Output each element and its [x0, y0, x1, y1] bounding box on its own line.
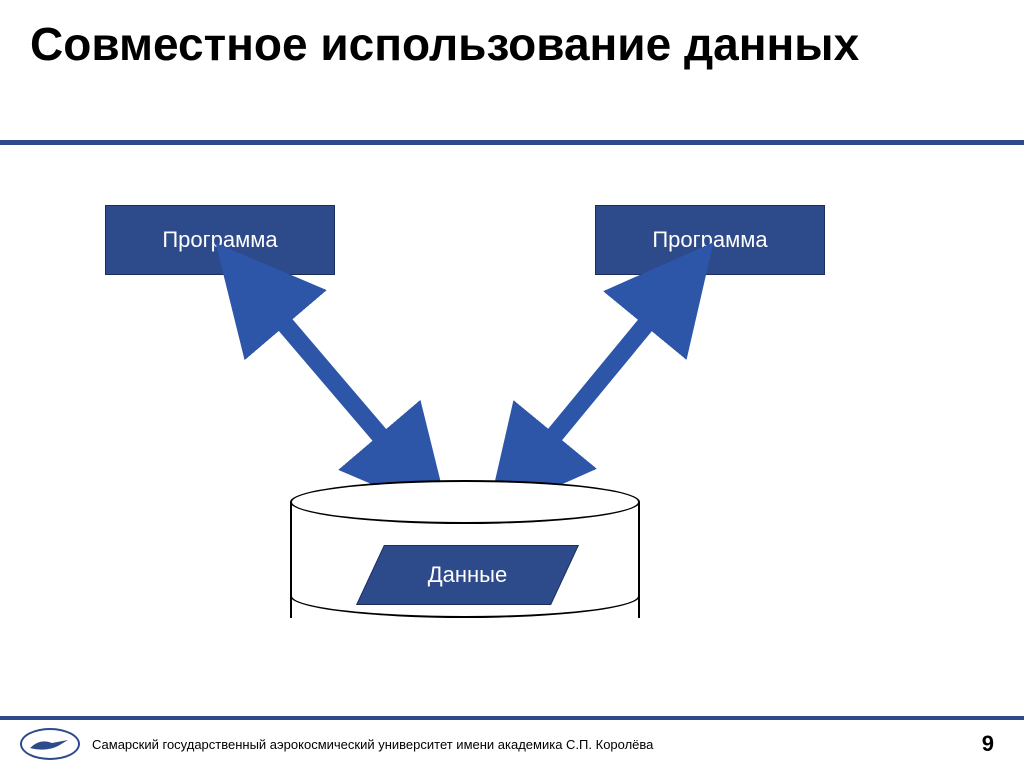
- title-divider: [0, 140, 1024, 145]
- diagram-area: Программа Программа: [0, 160, 1024, 700]
- footer: Самарский государственный аэрокосмически…: [0, 720, 1024, 768]
- university-logo: [20, 728, 80, 760]
- footer-org-text: Самарский государственный аэрокосмически…: [92, 737, 982, 752]
- page-number: 9: [982, 731, 994, 757]
- node-data-label: Данные: [370, 562, 565, 588]
- slide-title: Совместное использование данных: [30, 18, 980, 71]
- bird-icon: [28, 734, 72, 754]
